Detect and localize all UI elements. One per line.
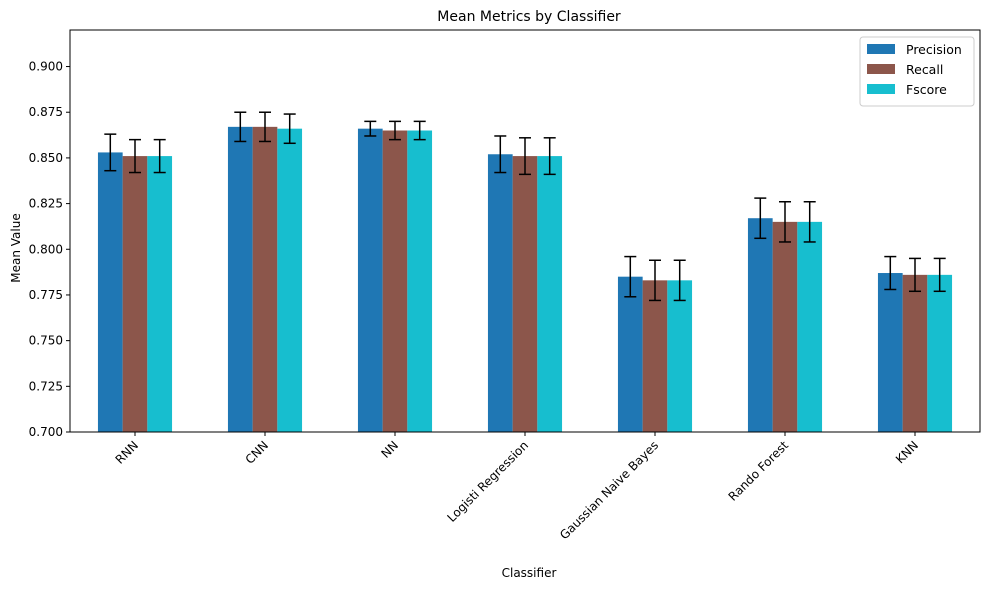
error-bar-precision-0 [104, 133, 117, 172]
legend-swatch-recall [867, 64, 895, 74]
y-tick-label: 0.875 [29, 105, 63, 119]
error-bar-precision-3 [494, 135, 507, 174]
y-tick-label: 0.800 [29, 242, 63, 256]
bar-fscore-5 [797, 221, 823, 432]
error-bar-precision-6 [884, 255, 897, 291]
bar-fscore-1 [277, 128, 303, 432]
error-bar-recall-5 [779, 201, 791, 243]
error-bar-recall-1 [259, 111, 271, 143]
error-bar-fscore-1 [283, 113, 296, 145]
bar-precision-4 [617, 276, 643, 432]
error-bar-recall-6 [909, 257, 921, 293]
error-bar-precision-4 [624, 255, 637, 298]
bar-recall-3 [512, 156, 538, 432]
y-tick-label: 0.700 [29, 425, 63, 439]
bar-fscore-3 [537, 156, 563, 432]
legend: Precision Recall Fscore [859, 36, 975, 107]
error-bars-layer [104, 111, 946, 302]
legend-label-recall: Recall [906, 62, 943, 77]
error-bar-precision-2 [364, 120, 377, 137]
y-tick-label: 0.750 [29, 334, 63, 348]
chart-title: Mean Metrics by Classifier [437, 9, 621, 25]
y-axis-label: Mean Value [9, 213, 23, 282]
error-bar-recall-3 [519, 137, 531, 176]
x-tick-label: NN [379, 438, 402, 461]
bar-precision-1 [227, 126, 253, 432]
x-tick-label: CNN [243, 438, 272, 467]
x-tick-label: Gaussian Naive Bayes [557, 438, 661, 542]
error-bar-fscore-0 [153, 138, 166, 174]
x-tick-label: RNN [113, 438, 141, 466]
legend-label-fscore: Fscore [906, 82, 947, 97]
error-bar-fscore-4 [673, 259, 686, 302]
bar-fscore-6 [927, 274, 953, 432]
error-bar-recall-2 [389, 120, 401, 141]
y-tick-label: 0.850 [29, 151, 63, 165]
legend-label-precision: Precision [906, 42, 962, 57]
legend-swatch-precision [867, 44, 895, 54]
bar-precision-6 [877, 273, 903, 432]
y-tick-label: 0.725 [29, 379, 63, 393]
plot-frame [69, 29, 981, 433]
bar-fscore-4 [667, 280, 693, 432]
bar-fscore-2 [407, 130, 433, 432]
error-bar-fscore-5 [803, 201, 816, 243]
bar-precision-0 [97, 152, 123, 432]
bar-precision-2 [357, 128, 383, 432]
x-axis-label: Classifier [502, 566, 557, 580]
error-bar-precision-5 [754, 197, 767, 240]
bar-recall-2 [382, 130, 408, 432]
x-tick-label: Rando Forest [726, 438, 792, 504]
error-bar-fscore-6 [933, 257, 946, 293]
y-tick-label: 0.900 [29, 60, 63, 74]
bar-recall-0 [122, 156, 148, 432]
error-bar-precision-1 [234, 111, 247, 143]
error-bar-recall-4 [649, 259, 661, 302]
legend-swatch-fscore [867, 84, 895, 94]
y-tick-label: 0.775 [29, 288, 63, 302]
bar-precision-3 [487, 154, 513, 432]
x-tick-label: KNN [893, 438, 921, 466]
error-bar-fscore-3 [543, 137, 556, 176]
error-bar-recall-0 [129, 138, 141, 174]
bar-recall-6 [902, 274, 928, 432]
y-tick-label: 0.825 [29, 197, 63, 211]
bar-fscore-0 [147, 156, 173, 432]
bar-recall-1 [252, 126, 278, 432]
error-bar-fscore-2 [413, 120, 426, 141]
x-tick-label: Logisti Regression [444, 438, 531, 525]
x-axis: RNN CNN NN Logisti Regression Gaussian Naive… [113, 432, 921, 542]
bar-recall-4 [642, 280, 668, 432]
bar-precision-5 [747, 218, 773, 432]
y-axis: 0.700 0.725 0.750 0.775 0.800 0.825 0.850 0.875… [29, 60, 70, 439]
bar-recall-5 [772, 221, 798, 432]
bars-layer [97, 126, 953, 432]
